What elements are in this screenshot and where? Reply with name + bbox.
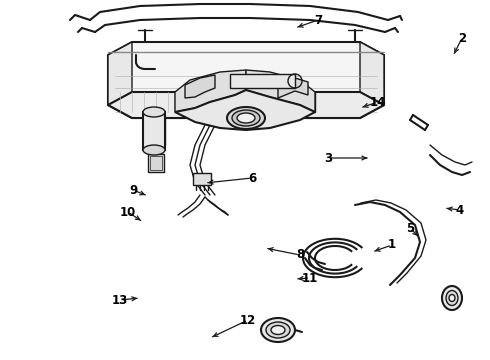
- Bar: [150, 156, 162, 170]
- Ellipse shape: [232, 110, 260, 126]
- Ellipse shape: [449, 294, 455, 302]
- Text: 2: 2: [458, 32, 466, 45]
- Text: 8: 8: [296, 248, 304, 261]
- Ellipse shape: [271, 325, 285, 334]
- Ellipse shape: [266, 322, 290, 338]
- Text: 5: 5: [406, 221, 414, 234]
- Bar: [143, 112, 165, 150]
- Ellipse shape: [143, 145, 165, 155]
- Polygon shape: [360, 42, 384, 105]
- Text: 14: 14: [370, 95, 386, 108]
- Ellipse shape: [227, 107, 265, 129]
- Bar: [193, 173, 211, 185]
- Polygon shape: [108, 42, 132, 105]
- Polygon shape: [246, 70, 315, 112]
- Text: 4: 4: [456, 203, 464, 216]
- Text: 11: 11: [302, 271, 318, 284]
- Ellipse shape: [446, 291, 458, 306]
- Ellipse shape: [143, 107, 165, 117]
- Bar: [148, 154, 164, 172]
- Text: 9: 9: [129, 184, 137, 197]
- Bar: [230, 74, 295, 88]
- Text: 3: 3: [324, 152, 332, 165]
- Text: 12: 12: [240, 314, 256, 327]
- Ellipse shape: [261, 318, 295, 342]
- Polygon shape: [185, 75, 215, 98]
- Ellipse shape: [237, 113, 255, 123]
- Polygon shape: [278, 78, 308, 98]
- Text: 13: 13: [112, 293, 128, 306]
- Polygon shape: [175, 70, 246, 112]
- Text: 7: 7: [314, 14, 322, 27]
- Text: 6: 6: [248, 171, 256, 185]
- Polygon shape: [108, 92, 384, 118]
- Text: 10: 10: [120, 206, 136, 219]
- Ellipse shape: [442, 286, 462, 310]
- Polygon shape: [175, 90, 315, 130]
- Polygon shape: [108, 42, 384, 118]
- Text: 1: 1: [388, 239, 396, 252]
